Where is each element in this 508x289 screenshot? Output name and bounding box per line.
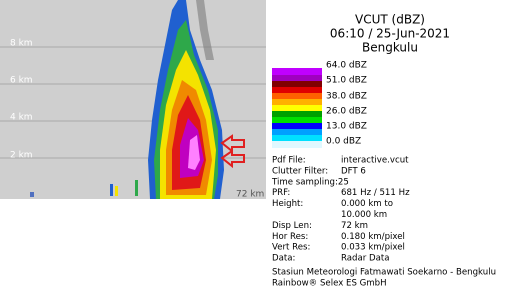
vcut-view: 8 km 6 km 4 km 2 km 72 km VCUT (dBZ) 06:… — [0, 0, 508, 289]
info-label: Hor Res: — [272, 232, 308, 242]
colorbar-label: 64.0 dBZ — [326, 61, 367, 71]
height-label: 8 km — [10, 39, 33, 49]
info-value: 0.033 km/pixel — [341, 243, 405, 253]
info-label: Clutter Filter: — [272, 166, 328, 176]
info-text: Stasiun Meteorologi Fatmawati Soekarno -… — [272, 268, 496, 278]
info-value: Radar Data — [341, 254, 390, 264]
info-value: 681 Hz / 511 Hz — [341, 188, 410, 198]
info-label: Height: — [272, 199, 303, 209]
colorbar-label: 51.0 dBZ — [326, 76, 367, 86]
info-value: 0.180 km/pixel — [341, 232, 405, 242]
info-value: 0.000 km to — [341, 199, 393, 209]
panel-station: Bengkulu — [362, 41, 418, 55]
info-label: Pdf File: — [272, 156, 306, 166]
distance-label: 72 km — [236, 190, 264, 200]
info-value: 10.000 km — [341, 210, 387, 220]
panel-title: VCUT (dBZ) — [355, 13, 425, 27]
info-value: DFT 6 — [341, 166, 366, 176]
radar-background — [0, 0, 266, 199]
info-label: Data: — [272, 254, 295, 264]
screenshot: 8 km 6 km 4 km 2 km 72 km VCUT (dBZ) 06:… — [0, 0, 508, 289]
colorbar-label: 38.0 dBZ — [326, 92, 367, 102]
info-text: Time sampling:25 — [271, 177, 349, 187]
colorbar-label: 0.0 dBZ — [326, 137, 361, 147]
colorbar-label: 26.0 dBZ — [326, 107, 367, 117]
info-value: 72 km — [341, 221, 368, 231]
info-list: Pdf File: interactive.vcut Clutter Filter:… — [271, 156, 496, 289]
colorbar-label: 13.0 dBZ — [326, 122, 367, 132]
height-label: 4 km — [10, 113, 33, 123]
info-label: Vert Res: — [272, 243, 310, 253]
height-label: 6 km — [10, 76, 33, 86]
info-label: PRF: — [272, 188, 290, 198]
info-value: interactive.vcut — [341, 156, 409, 166]
colorbar — [272, 62, 322, 148]
info-text: Rainbow® Selex ES GmbH — [272, 279, 387, 289]
height-label: 2 km — [10, 151, 33, 161]
panel-time: 06:10 / 25-Jun-2021 — [330, 27, 450, 41]
info-label: Disp Len: — [272, 221, 312, 231]
